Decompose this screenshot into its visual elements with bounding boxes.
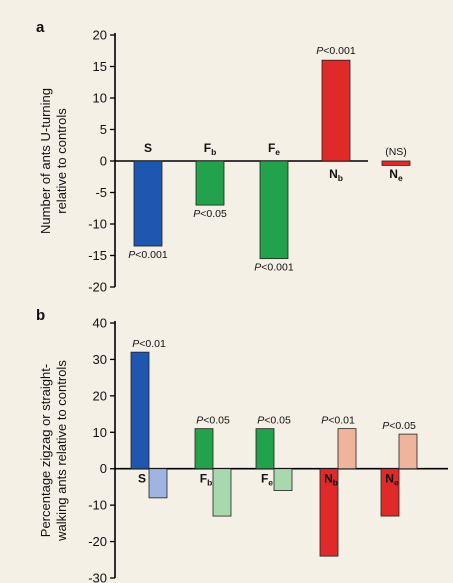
group-label: Ne — [385, 472, 399, 488]
y-tick-label: 40 — [93, 316, 107, 331]
group-label: S — [138, 472, 146, 486]
group-label: Fe — [261, 472, 273, 488]
y-tick-label: -30 — [88, 571, 107, 583]
bar — [259, 160, 289, 260]
p-value-label: P<0.05 — [382, 420, 416, 432]
bar — [130, 351, 150, 470]
p-value-label: P<0.001 — [254, 262, 294, 274]
y-tick-label: 10 — [93, 91, 107, 106]
bar — [133, 160, 163, 247]
y-tick-label: 10 — [93, 425, 107, 440]
panel-letter: a — [36, 19, 45, 36]
group-label: Fb — [200, 472, 213, 488]
bar — [148, 468, 168, 499]
group-label: Nb — [324, 472, 338, 488]
bar — [337, 428, 357, 470]
bar — [194, 428, 214, 470]
bar — [398, 433, 418, 470]
p-value-label: P<0.05 — [193, 208, 227, 220]
y-tick-label: 20 — [93, 388, 107, 403]
y-axis-label: Percentage zigzag or straight- — [38, 364, 53, 537]
y-tick-label: 15 — [93, 59, 107, 74]
p-value-label: P<0.05 — [196, 415, 230, 427]
panel-a: a -20 -15 -10 -5 0 5 10 15 20 Number of ants U-tur… — [36, 19, 411, 295]
bar — [319, 468, 339, 557]
p-value-label: P<0.001 — [316, 45, 356, 57]
y-tick-label: 20 — [93, 28, 107, 43]
y-tick-label: -20 — [88, 280, 107, 295]
p-value-label: P<0.01 — [132, 338, 166, 350]
p-value-label: P<0.05 — [257, 415, 291, 427]
panel-letter: b — [36, 307, 45, 324]
y-tick-label: -5 — [95, 185, 107, 200]
y-tick-label: 30 — [93, 352, 107, 367]
bar — [380, 468, 400, 517]
p-value-label: (NS) — [385, 146, 407, 158]
y-tick-label: 0 — [100, 461, 107, 476]
y-tick-label: -10 — [88, 217, 107, 232]
y-axis-label: walking ants relative to controls — [54, 360, 69, 542]
p-value-label: P<0.01 — [321, 415, 355, 427]
panel-b: b -30 -20 -10 0 10 20 30 40 Percentage zigzag or … — [36, 307, 448, 583]
group-label: Ne — [389, 167, 403, 183]
y-tick-label: -15 — [88, 248, 107, 263]
y-axis-label: Number of ants U-turning — [38, 88, 53, 234]
bar — [195, 160, 225, 206]
y-tick-label: 5 — [100, 122, 107, 137]
bar — [321, 59, 351, 162]
bar — [255, 428, 275, 470]
y-tick-label: 0 — [100, 154, 107, 169]
bar — [381, 160, 411, 166]
p-value-label: P<0.001 — [128, 249, 168, 261]
y-tick-label: -10 — [88, 498, 107, 513]
bar — [273, 468, 293, 491]
group-label: S — [144, 141, 152, 155]
bar — [212, 468, 232, 517]
group-label: Nb — [329, 167, 343, 183]
y-axis-label: relative to controls — [54, 108, 69, 214]
group-label: Fe — [268, 141, 280, 157]
group-label: Fb — [204, 141, 217, 157]
y-tick-label: -20 — [88, 534, 107, 549]
